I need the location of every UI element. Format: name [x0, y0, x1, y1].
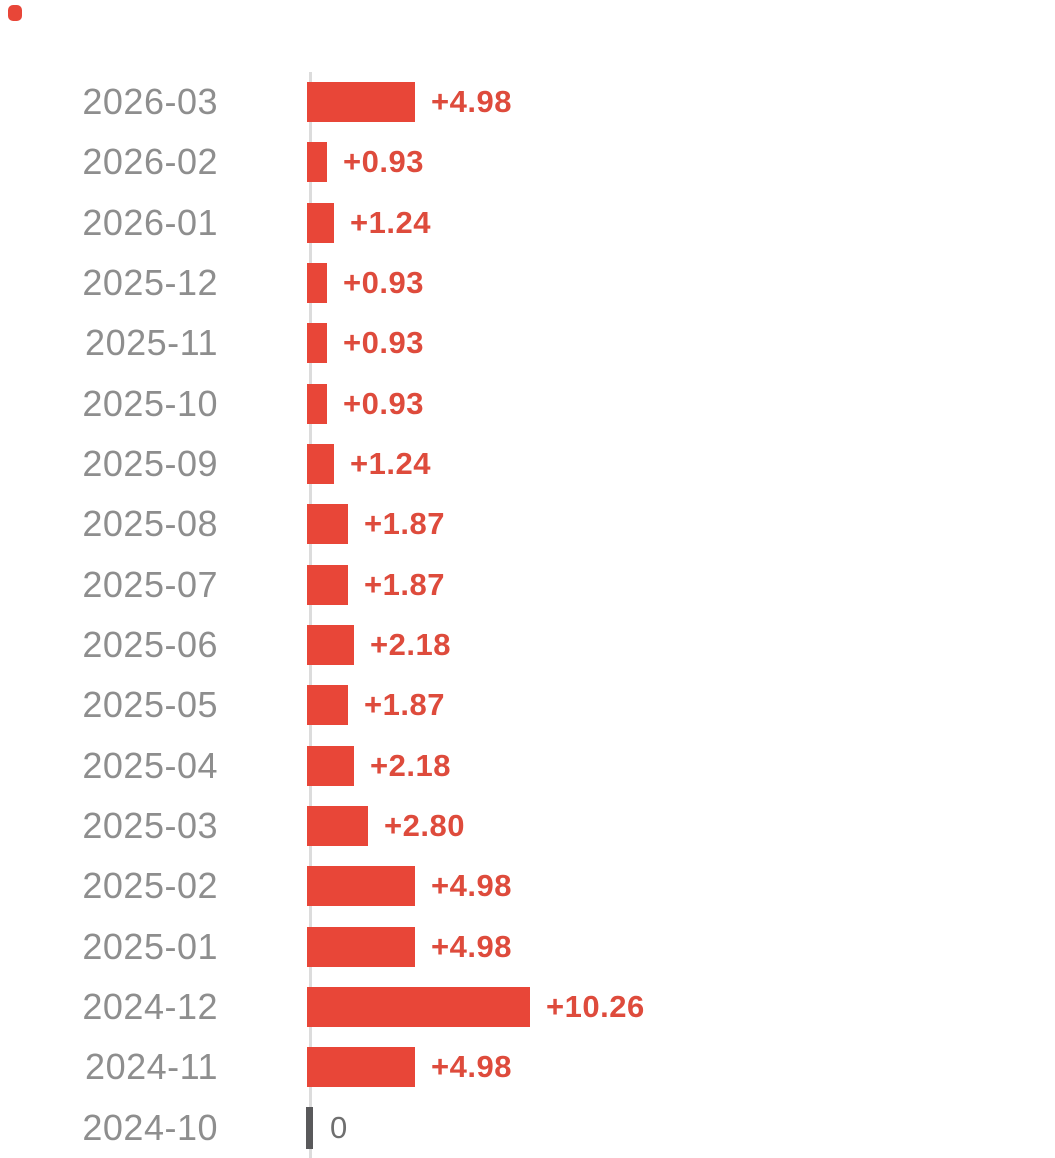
value-label: +4.98 [431, 868, 512, 904]
value-label: +4.98 [431, 1049, 512, 1085]
bar[interactable] [307, 444, 334, 485]
table-row: 2025-01 +4.98 [0, 917, 1055, 977]
bar[interactable] [307, 806, 368, 847]
value-label: +2.18 [370, 627, 451, 663]
category-label: 2024-11 [85, 1046, 218, 1088]
bar[interactable] [307, 926, 415, 967]
row-plot-area: +2.80 [307, 796, 1055, 856]
value-label: +2.80 [384, 808, 465, 844]
row-plot-area: +1.24 [307, 434, 1055, 494]
value-label: +1.24 [350, 446, 431, 482]
table-row: 2025-02 +4.98 [0, 856, 1055, 916]
table-row: 2026-01 +1.24 [0, 193, 1055, 253]
value-label: +4.98 [431, 84, 512, 120]
table-row: 2024-11 +4.98 [0, 1037, 1055, 1097]
bar[interactable] [307, 745, 354, 786]
table-row: 2025-11 +0.93 [0, 313, 1055, 373]
category-label: 2025-04 [82, 744, 218, 786]
bar[interactable] [307, 987, 530, 1028]
bar[interactable] [307, 866, 415, 907]
category-label: 2025-11 [85, 322, 218, 364]
row-plot-area: +10.26 [307, 977, 1055, 1037]
bar[interactable] [307, 564, 348, 605]
table-row: 2025-03 +2.80 [0, 796, 1055, 856]
value-label: +10.26 [546, 989, 645, 1025]
value-label: +2.18 [370, 747, 451, 783]
table-row: 2025-10 +0.93 [0, 374, 1055, 434]
category-label: 2024-12 [82, 986, 218, 1028]
row-plot-area: +0.93 [307, 313, 1055, 373]
category-label: 2025-01 [82, 925, 218, 967]
table-row: 2025-08 +1.87 [0, 494, 1055, 554]
bar[interactable] [307, 625, 354, 666]
row-plot-area: +1.87 [307, 555, 1055, 615]
row-plot-area: +0.93 [307, 132, 1055, 192]
bar[interactable] [307, 1047, 415, 1088]
table-row: 2024-12 +10.26 [0, 977, 1055, 1037]
bar[interactable] [307, 323, 327, 364]
record-indicator-dot [8, 5, 22, 21]
value-label: +1.87 [364, 687, 445, 723]
value-label: +1.24 [350, 204, 431, 240]
bar-rows: 2026-03 +4.98 2026-02 +0.93 2026-01 +1.2… [0, 72, 1055, 1158]
table-row: 2025-09 +1.24 [0, 434, 1055, 494]
table-row: 2025-05 +1.87 [0, 675, 1055, 735]
category-label: 2026-01 [82, 201, 218, 243]
category-label: 2025-02 [82, 865, 218, 907]
bar[interactable] [307, 82, 415, 123]
table-row: 2025-12 +0.93 [0, 253, 1055, 313]
value-label: +1.87 [364, 566, 445, 602]
row-plot-area: 0 [306, 1098, 1055, 1158]
value-label: +0.93 [343, 265, 424, 301]
row-plot-area: +4.98 [307, 856, 1055, 916]
value-label: +1.87 [364, 506, 445, 542]
category-label: 2025-03 [82, 805, 218, 847]
table-row: 2024-10 0 [0, 1098, 1055, 1158]
table-row: 2025-04 +2.18 [0, 736, 1055, 796]
bar[interactable] [307, 142, 327, 183]
row-plot-area: +0.93 [307, 253, 1055, 313]
value-label: 0 [330, 1109, 348, 1145]
row-plot-area: +4.98 [307, 1037, 1055, 1097]
row-plot-area: +0.93 [307, 374, 1055, 434]
row-plot-area: +4.98 [307, 917, 1055, 977]
row-plot-area: +1.87 [307, 675, 1055, 735]
row-plot-area: +1.87 [307, 494, 1055, 554]
bar[interactable] [307, 685, 348, 726]
table-row: 2025-06 +2.18 [0, 615, 1055, 675]
table-row: 2026-02 +0.93 [0, 132, 1055, 192]
value-label: +0.93 [343, 385, 424, 421]
value-label: +0.93 [343, 144, 424, 180]
category-label: 2024-10 [82, 1106, 218, 1148]
category-label: 2025-05 [82, 684, 218, 726]
row-plot-area: +4.98 [307, 72, 1055, 132]
zero-tick [306, 1106, 313, 1149]
category-label: 2025-12 [82, 262, 218, 304]
category-label: 2025-10 [82, 382, 218, 424]
bar[interactable] [307, 504, 348, 545]
bar[interactable] [307, 263, 327, 304]
category-label: 2026-02 [82, 141, 218, 183]
row-plot-area: +2.18 [307, 736, 1055, 796]
zero-axis-line [309, 72, 312, 1158]
value-label: +0.93 [343, 325, 424, 361]
row-plot-area: +1.24 [307, 193, 1055, 253]
bar[interactable] [307, 202, 334, 243]
category-label: 2026-03 [82, 81, 218, 123]
table-row: 2026-03 +4.98 [0, 72, 1055, 132]
value-label: +4.98 [431, 928, 512, 964]
category-label: 2025-06 [82, 624, 218, 666]
category-label: 2025-07 [82, 563, 218, 605]
category-label: 2025-09 [82, 443, 218, 485]
table-row: 2025-07 +1.87 [0, 555, 1055, 615]
category-label: 2025-08 [82, 503, 218, 545]
bar[interactable] [307, 383, 327, 424]
row-plot-area: +2.18 [307, 615, 1055, 675]
